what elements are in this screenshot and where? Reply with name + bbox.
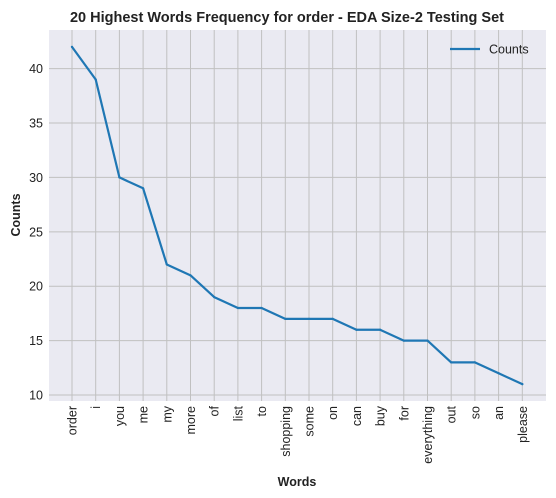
x-tick-label: can	[350, 406, 364, 426]
x-tick-label: on	[326, 406, 340, 420]
plot-area	[49, 30, 546, 401]
data-point	[426, 339, 429, 342]
x-tick-label: so	[468, 406, 482, 419]
data-point	[70, 45, 74, 48]
data-point	[473, 361, 476, 364]
series-lines	[70, 45, 524, 386]
x-tick-label: more	[184, 406, 198, 435]
x-tick-label: out	[445, 405, 459, 423]
grid-lines	[49, 30, 546, 401]
x-tick-label: me	[137, 406, 151, 423]
data-point	[521, 383, 524, 386]
x-tick-label: to	[255, 406, 269, 416]
y-tick-label: 20	[29, 280, 43, 294]
data-point	[450, 361, 453, 364]
data-point	[189, 274, 192, 277]
legend: Counts	[450, 43, 529, 57]
data-point	[213, 295, 216, 299]
x-tick-label: everything	[421, 406, 435, 464]
data-point	[236, 306, 239, 310]
y-tick-labels: 10 15 20 25 30 35 40	[29, 62, 43, 402]
data-point	[497, 372, 500, 375]
data-point	[355, 328, 358, 331]
x-tick-label: for	[397, 406, 411, 421]
x-tick-label: of	[208, 405, 222, 416]
data-point	[142, 187, 145, 190]
data-point	[331, 317, 334, 320]
x-tick-label: order	[66, 406, 80, 435]
x-tick-label: you	[113, 406, 127, 426]
chart-title: 20 Highest Words Frequency for order - E…	[70, 10, 504, 26]
y-tick-label: 35	[29, 117, 43, 131]
data-point	[118, 176, 121, 179]
data-point	[260, 306, 263, 310]
y-axis-label: Counts	[9, 193, 23, 236]
x-tick-label: shopping	[279, 406, 293, 457]
data-point	[165, 263, 168, 266]
y-tick-label: 25	[29, 225, 43, 239]
x-tick-label: i	[89, 406, 103, 409]
data-point	[307, 317, 311, 320]
legend-label: Counts	[489, 43, 529, 57]
x-tick-label: some	[303, 406, 317, 437]
data-point	[379, 328, 382, 331]
series-line	[70, 45, 524, 386]
x-tick-label: please	[516, 406, 530, 443]
x-tick-label: an	[492, 406, 506, 420]
x-tick-label: my	[160, 405, 174, 422]
y-tick-label: 15	[29, 334, 43, 348]
x-tick-label: list	[231, 405, 245, 421]
y-tick-label: 40	[29, 62, 43, 76]
data-point	[94, 78, 97, 81]
x-axis-label: Words	[278, 475, 317, 489]
y-tick-label: 10	[29, 389, 43, 403]
data-point	[284, 317, 287, 320]
y-tick-label: 30	[29, 171, 43, 185]
x-tick-label: buy	[374, 405, 388, 426]
x-tick-labels: order i you me my more of list to shopping some on c…	[66, 405, 530, 463]
data-point	[402, 339, 405, 342]
